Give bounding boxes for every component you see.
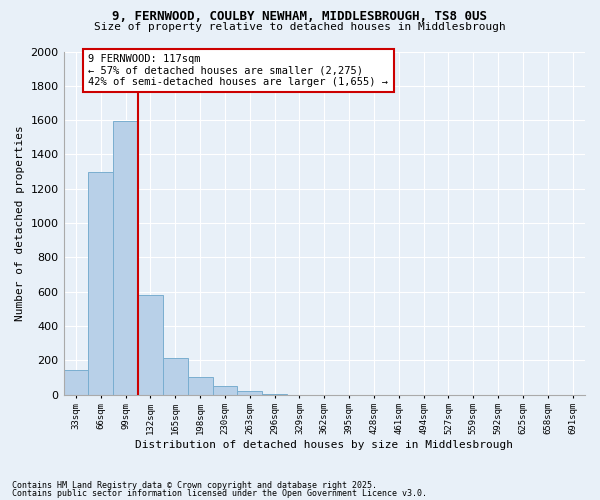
Bar (88, 172, 113, 394)
Text: Size of property relative to detached houses in Middlesbrough: Size of property relative to detached ho… (94, 22, 506, 32)
Bar (113, 121, 138, 394)
Bar (212, 386, 238, 394)
Bar (64, 370, 88, 394)
Text: Contains HM Land Registry data © Crown copyright and database right 2025.: Contains HM Land Registry data © Crown c… (12, 481, 377, 490)
X-axis label: Distribution of detached houses by size in Middlesbrough: Distribution of detached houses by size … (135, 440, 513, 450)
Bar (138, 295, 163, 394)
Bar (163, 358, 188, 395)
Text: 9, FERNWOOD, COULBY NEWHAM, MIDDLESBROUGH, TS8 0US: 9, FERNWOOD, COULBY NEWHAM, MIDDLESBROUG… (113, 10, 487, 23)
Bar (238, 391, 262, 394)
Y-axis label: Number of detached properties: Number of detached properties (15, 125, 25, 321)
Text: 9 FERNWOOD: 117sqm
← 57% of detached houses are smaller (2,275)
42% of semi-deta: 9 FERNWOOD: 117sqm ← 57% of detached hou… (88, 54, 388, 88)
Bar (188, 378, 212, 394)
Text: Contains public sector information licensed under the Open Government Licence v3: Contains public sector information licen… (12, 488, 427, 498)
